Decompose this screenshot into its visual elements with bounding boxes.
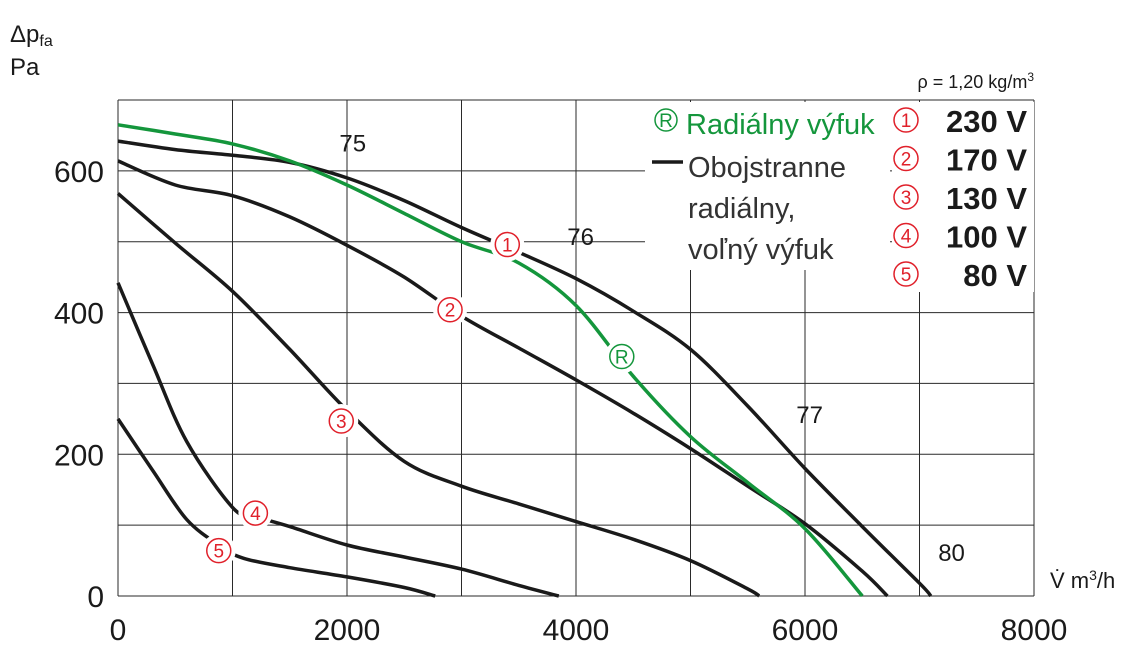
curve-marker-5	[206, 537, 232, 564]
curve-marker-4	[242, 500, 269, 526]
legend-black-text-line3: voľný výfuk	[688, 234, 834, 266]
efficiency-label-80: 80	[938, 540, 965, 567]
voltage-marker-3	[893, 184, 919, 210]
legend-radial-marker	[654, 108, 678, 132]
x-tick-label-4000: 4000	[543, 614, 610, 647]
efficiency-label-75: 75	[339, 131, 366, 158]
curve-marker-label-2: 2	[445, 301, 456, 322]
y-tick-label-600: 600	[54, 156, 104, 189]
y-axis-label-unit: Pa	[10, 54, 40, 81]
curves	[116, 123, 933, 598]
curve-5	[116, 417, 436, 598]
curve-marker-1	[494, 231, 521, 258]
voltage-label-3: 130 V	[946, 181, 1027, 216]
curve-marker-label-1: 1	[502, 236, 513, 257]
curve-marker-R	[609, 343, 635, 370]
y-axis-label-subscript: fa	[39, 33, 53, 50]
y-axis-label-symbol: Δp	[10, 21, 40, 48]
voltage-marker-1	[893, 107, 919, 133]
y-axis-label: Δpfa Pa	[10, 22, 53, 81]
legend-radial-entry: R Radiálny výfuk	[654, 108, 875, 141]
curve-4	[116, 282, 560, 598]
curve-marker-label-5: 5	[213, 542, 224, 563]
voltage-marker-label-1: 1	[901, 111, 912, 132]
voltage-label-1: 230 V	[946, 104, 1027, 139]
curve-marker-2	[437, 296, 463, 323]
voltage-marker-label-2: 2	[901, 150, 912, 171]
x-tick-label-2000: 2000	[314, 614, 381, 647]
efficiency-label-77: 77	[796, 402, 823, 429]
curve-marker-label-3: 3	[336, 412, 347, 433]
voltage-label-5: 80 V	[963, 258, 1027, 293]
legend-background	[645, 102, 890, 270]
efficiency-label-76: 76	[567, 224, 594, 251]
voltage-label-2: 170 V	[946, 143, 1027, 178]
y-tick-label-200: 200	[54, 439, 104, 472]
legend: R Radiálny výfuk Obojstranne radiálny, v…	[645, 102, 1034, 293]
x-tick-label-0: 0	[110, 614, 127, 647]
curve-marker-label-R: R	[615, 348, 629, 369]
x-axis-label: V̇ m3/h	[1050, 567, 1115, 593]
legend-black-entry: Obojstranne radiálny, voľný výfuk	[652, 152, 846, 266]
voltage-marker-label-3: 3	[901, 188, 912, 209]
legend-radial-text: Radiálny výfuk	[686, 109, 875, 141]
x-tick-labels: 0 2000 4000 6000 8000	[110, 614, 1068, 647]
voltage-marker-5	[893, 261, 919, 287]
density-note: ρ = 1,20 kg/m3	[918, 70, 1035, 92]
x-tick-label-8000: 8000	[1001, 614, 1068, 647]
curve-1	[117, 139, 933, 598]
legend-black-text-line1: Obojstranne	[688, 152, 846, 184]
y-tick-label-0: 0	[87, 581, 104, 614]
y-tick-label-400: 400	[54, 298, 104, 331]
voltage-marker-label-4: 4	[901, 227, 912, 248]
curve-3	[116, 192, 761, 598]
x-tick-label-6000: 6000	[772, 614, 839, 647]
curve-marker-label-4: 4	[250, 504, 261, 525]
voltage-marker-4	[893, 222, 919, 249]
curve-marker-3	[328, 408, 355, 434]
y-tick-labels: 0 200 400 600	[54, 156, 104, 614]
voltage-label-4: 100 V	[946, 220, 1027, 255]
voltage-legend: 1 230 V 2 170 V 3 130 V 4 100 V 5 80 V	[893, 104, 1027, 293]
voltage-marker-2	[893, 145, 919, 172]
curve-R	[117, 123, 864, 598]
legend-radial-marker-label: R	[659, 111, 673, 132]
legend-black-text-line2: radiálny,	[688, 193, 795, 225]
voltage-marker-label-5: 5	[901, 265, 912, 286]
efficiency-labels: 75 76 77 80	[339, 131, 965, 568]
curve-markers: 1 2 3 4 5 R	[201, 227, 639, 568]
